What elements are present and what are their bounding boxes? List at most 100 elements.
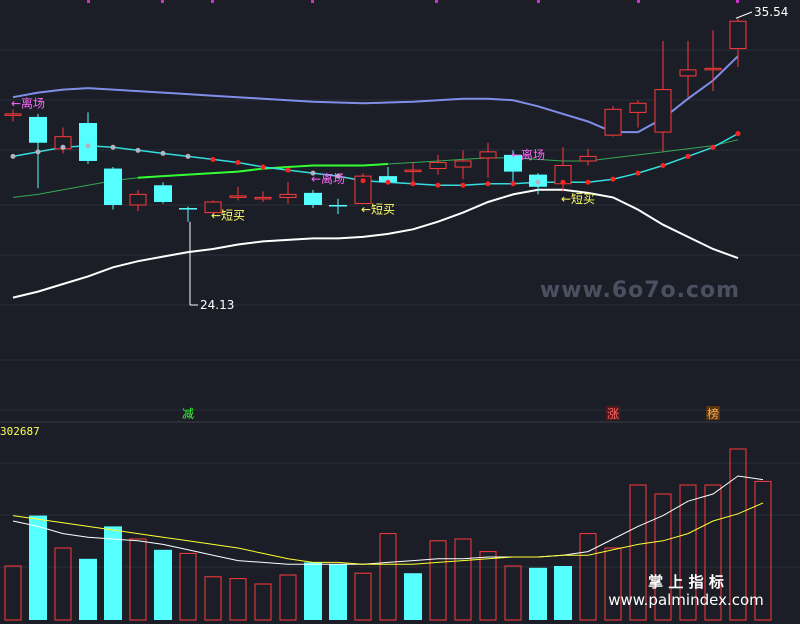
watermark-top: www.6o7o.com [540,278,740,303]
signal-dot [135,147,141,153]
band-upper-line [12,55,739,134]
candle-body [354,175,372,204]
candle-body [154,185,172,202]
marker-bg [706,406,720,420]
volume-bar [554,566,572,620]
signal-dot [410,181,416,187]
volume-bar [179,552,197,621]
volume-bar [604,547,622,621]
top-dot [435,0,438,3]
candle-body [379,176,397,183]
signal-dot [10,153,16,159]
candle-body [179,208,197,210]
candle-body [204,201,222,214]
volume-bar [229,578,247,621]
signal-dot [110,144,116,150]
volume-bar [704,484,722,621]
candle-body [79,123,97,161]
signal-dot [710,144,716,150]
signal-dot [660,163,666,169]
top-dot [537,0,540,3]
signal-dot [85,143,91,149]
candle-body [454,160,472,168]
candle-body [329,205,347,207]
signal-dots [10,131,741,188]
top-dot [211,0,214,3]
volume-bar [529,567,547,620]
volume-bar [754,480,772,621]
volume-bar [404,573,422,620]
signal-dot [585,179,591,185]
marker-label: 涨 [607,406,619,421]
top-dot [87,0,90,3]
candle-body [679,69,697,77]
candle-body [229,195,247,198]
signal-dot [635,170,641,176]
signal-dot [310,170,316,176]
candle-body [29,116,47,143]
volume-ma-white [12,475,764,565]
volume-bar [579,533,597,621]
volume-bar [129,538,147,621]
annotations: ←离场 ←离场 ←离场 ←短买 ←短买 ←短买减 涨 榜 [11,11,753,421]
candle-body [429,161,447,170]
annotation-label: ←短买 [361,203,395,217]
last-price-leader [735,11,753,19]
volume-bar [504,565,522,621]
volume-bar [329,564,347,620]
volume-bar [254,583,272,621]
signal-dot [610,176,616,182]
volume-bar [154,549,172,620]
candle-body [104,168,122,205]
volume-bar [629,484,647,621]
signal-dot [485,181,491,187]
annotation-label: ←离场 [511,147,545,162]
top-dots [87,0,739,3]
annotation-label: ←离场 [311,171,345,186]
candle-body [504,154,522,172]
volume-bar [354,572,372,621]
signal-dot [560,179,566,185]
watermark-url: www.palmindex.com [608,591,764,609]
volume-bar [54,547,72,621]
candle-body [729,20,747,50]
annotation-label: ←短买 [211,209,245,223]
candle-body [304,192,322,205]
candle-body [479,151,497,159]
candle-body [629,102,647,113]
volume-bar [729,448,747,621]
watermark-cn: 掌 上 指 标 [648,573,724,591]
signal-dot [185,153,191,159]
signal-dot [35,149,41,155]
top-dot [736,0,739,3]
candle-body [654,89,672,133]
annotation-label: ←短买 [561,192,595,206]
volume-bar [4,565,22,621]
volume-bars [4,448,772,621]
volume-bar [104,526,122,620]
volume-bar [479,551,497,621]
band-middle-line [12,132,739,187]
volume-bar [279,574,297,621]
volume-label: 302687 [0,425,40,438]
signal-dot [735,131,741,137]
volume-bar [429,540,447,621]
annotation-label: ←离场 [11,95,45,110]
top-dot [161,0,164,3]
top-dot [311,0,314,3]
low-price-label: 24.13 [200,298,234,312]
volume-bar [379,533,397,621]
signal-dot [235,159,241,165]
volume-ma-yellow [12,502,764,565]
volume-bar [29,515,47,620]
volume-bar [304,562,322,620]
volume-bar [79,558,97,620]
signal-dot [260,164,266,170]
volume-bar [654,493,672,621]
volume-bar [204,576,222,621]
signal-dot [685,153,691,159]
candle-body [579,155,597,162]
candle-body [129,193,147,206]
signal-dot [535,179,541,185]
signal-dot [60,144,66,150]
